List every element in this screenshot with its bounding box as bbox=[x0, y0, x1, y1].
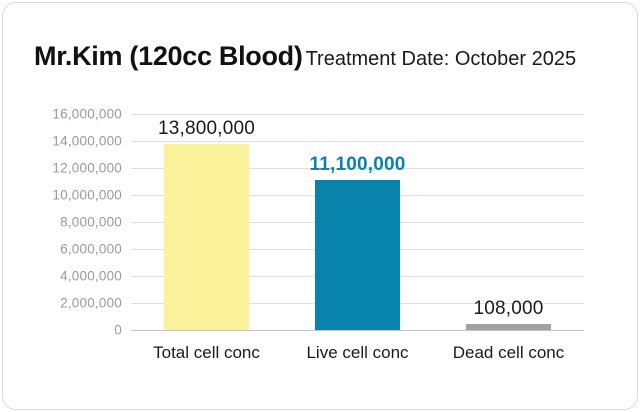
bar-value-label-total-cell-conc: 13,800,000 bbox=[157, 117, 256, 139]
bar-chart: 0 2,000,000 4,000,000 6,000,000 8,000,000 10,… bbox=[3, 3, 637, 409]
chart-title: Mr.Kim (120cc Blood) bbox=[34, 41, 303, 71]
gridline bbox=[131, 114, 584, 115]
zero-gridline bbox=[131, 330, 584, 331]
bar-value-label-dead-cell-conc: 108,000 bbox=[473, 298, 544, 319]
y-axis-tick-label: 12,000,000 bbox=[52, 160, 122, 176]
y-axis-tick-label: 4,000,000 bbox=[60, 268, 122, 284]
treatment-date-label: Treatment Date: October 2025 bbox=[305, 48, 577, 70]
bar-dead-cell-conc bbox=[466, 324, 551, 330]
gridline bbox=[131, 141, 584, 142]
y-axis-tick-label: 16,000,000 bbox=[52, 106, 122, 122]
x-axis-category-label-dead-cell-conc: Dead cell conc bbox=[452, 343, 565, 362]
chart-header: Mr.Kim (120cc Blood) Treatment Date: Oct… bbox=[34, 41, 576, 72]
y-axis-tick-label: 6,000,000 bbox=[60, 241, 122, 257]
y-axis-tick-label: 0 bbox=[114, 322, 122, 338]
bar-total-cell-conc bbox=[164, 143, 249, 330]
y-axis-tick-label: 10,000,000 bbox=[52, 187, 122, 203]
y-axis-tick-label: 14,000,000 bbox=[52, 133, 122, 149]
bar-value-label-live-cell-conc: 11,100,000 bbox=[309, 154, 406, 176]
bar-live-cell-conc bbox=[315, 180, 400, 330]
gridline bbox=[131, 168, 584, 169]
y-axis-tick-label: 8,000,000 bbox=[60, 214, 122, 230]
x-axis-category-label-total-cell-conc: Total cell conc bbox=[153, 343, 260, 362]
y-axis-tick-label: 2,000,000 bbox=[60, 295, 122, 311]
x-axis-category-label-live-cell-conc: Live cell conc bbox=[306, 343, 409, 362]
